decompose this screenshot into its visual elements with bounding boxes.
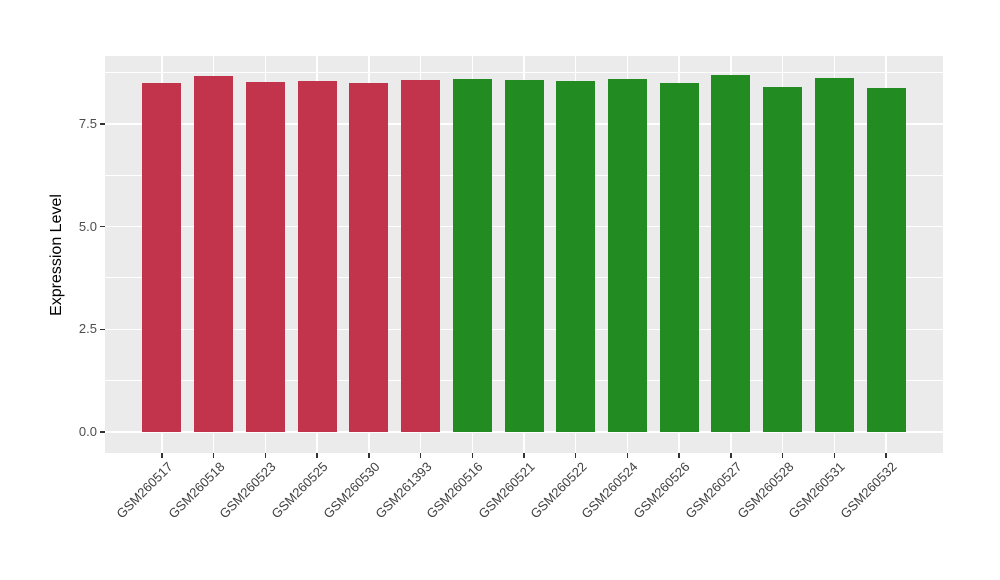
y-tick [100, 328, 105, 330]
bar-GSM260528 [763, 87, 803, 432]
y-axis-title: Expression Level [48, 194, 65, 316]
x-tick [730, 453, 732, 458]
x-tick [523, 453, 525, 458]
bar-GSM260524 [607, 78, 647, 432]
y-tick-label: 7.5 [78, 115, 97, 131]
bar-GSM260521 [504, 79, 544, 432]
bar-GSM260527 [711, 75, 751, 432]
x-tick [212, 453, 215, 458]
y-tick-label: 2.5 [78, 321, 97, 337]
bar-GSM260530 [349, 82, 389, 432]
bar-GSM260522 [556, 80, 596, 432]
bar-GSM260517 [142, 83, 182, 432]
x-tick [161, 453, 163, 458]
y-tick [100, 123, 105, 125]
x-tick [781, 453, 784, 458]
x-tick [833, 453, 836, 458]
y-tick [100, 225, 105, 228]
y-tick-label: 0.0 [78, 424, 97, 439]
x-tick [316, 453, 318, 458]
x-tick [626, 453, 629, 458]
x-tick [574, 453, 577, 458]
x-tick [885, 453, 887, 458]
bar-GSM260526 [659, 83, 699, 432]
bar-GSM260518 [194, 76, 234, 432]
bar-GSM260516 [452, 78, 492, 432]
y-tick [100, 431, 105, 433]
x-tick [471, 453, 474, 458]
bar-GSM260525 [297, 81, 337, 432]
y-tick-label: 5.0 [78, 218, 97, 234]
x-tick [368, 453, 370, 458]
bar-GSM261393 [401, 80, 441, 432]
bar-GSM260531 [814, 77, 854, 432]
bar-GSM260532 [866, 87, 906, 432]
x-tick [678, 453, 680, 458]
bar-GSM260523 [245, 82, 285, 432]
x-tick [419, 453, 422, 458]
x-tick [264, 453, 267, 458]
